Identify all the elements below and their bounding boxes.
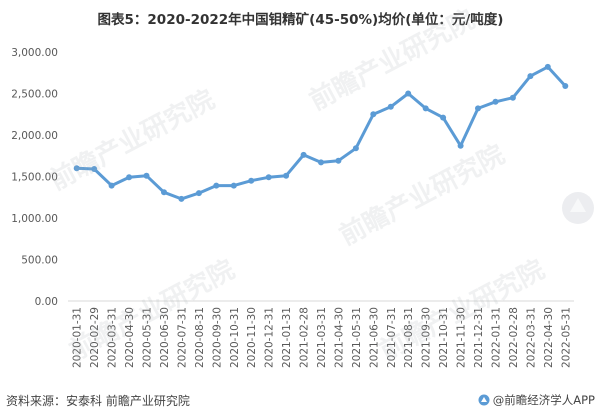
data-point <box>405 90 412 97</box>
data-point <box>230 182 237 189</box>
x-tick-label: 2022-03-31 <box>525 307 537 368</box>
data-point <box>352 145 359 152</box>
brand-text: @前瞻经济学人APP <box>492 393 595 407</box>
x-tick-label: 2020-08-31 <box>194 307 206 368</box>
x-tick-label: 2021-12-31 <box>473 307 485 368</box>
x-tick-label: 2021-07-31 <box>386 307 398 368</box>
data-point <box>248 177 255 184</box>
x-tick-label: 2022-05-31 <box>560 307 572 368</box>
x-tick-label: 2020-05-31 <box>142 307 154 368</box>
price-series-line <box>75 65 567 201</box>
y-tick-label: 2,500.00 <box>11 89 58 101</box>
data-point <box>387 103 394 110</box>
x-tick-label: 2022-04-30 <box>543 307 555 368</box>
y-axis-labels: 0.00 500.00 1,000.00 1,500.00 2,000.00 2,500.… <box>11 47 58 308</box>
data-point <box>143 172 150 179</box>
x-tick-label: 2020-02-29 <box>89 307 101 368</box>
source-note: 资料来源：安泰科 前瞻产业研究院 <box>6 394 190 408</box>
x-axis-labels: 2020-01-31 2020-02-29 2020-03-31 2020-04-30… <box>72 307 573 368</box>
x-tick-label: 2021-08-31 <box>403 307 415 368</box>
x-tick-label: 2020-11-30 <box>246 307 258 368</box>
price-series-points <box>73 63 569 202</box>
data-point <box>440 114 447 121</box>
x-tick-label: 2021-01-31 <box>281 307 293 368</box>
data-point <box>73 165 80 172</box>
x-tick-label: 2020-04-30 <box>124 307 136 368</box>
data-point <box>91 166 98 172</box>
data-point <box>195 190 202 197</box>
data-point <box>475 105 481 112</box>
data-point <box>370 111 377 118</box>
x-tick-label: 2021-05-31 <box>351 307 363 368</box>
y-tick-label: 3,000.00 <box>11 47 58 59</box>
data-point <box>318 159 324 166</box>
data-point <box>126 174 133 181</box>
x-tick-label: 2021-04-30 <box>333 307 345 368</box>
data-point <box>492 98 499 105</box>
brand-footer: @前瞻经济学人APP <box>478 392 595 408</box>
brand-logo-icon <box>478 394 490 406</box>
data-point <box>161 189 167 196</box>
x-tick-label: 2020-06-30 <box>159 307 171 368</box>
data-point <box>509 94 516 101</box>
x-tick-label: 2021-11-30 <box>456 307 468 368</box>
data-point <box>108 182 115 189</box>
y-tick-label: 1,500.00 <box>11 172 58 184</box>
data-point <box>422 105 429 112</box>
y-tick-label: 2,000.00 <box>11 130 58 142</box>
x-tick-label: 2020-01-31 <box>72 307 84 368</box>
data-point <box>335 157 342 164</box>
x-tick-label: 2022-02-28 <box>508 307 520 368</box>
data-point <box>265 174 272 181</box>
data-point <box>178 195 185 202</box>
data-point <box>213 182 220 189</box>
x-tick-label: 2021-10-31 <box>438 307 450 368</box>
chart-title: 图表5：2020-2022年中国钼精矿(45-50%)均价(单位：元/吨度) <box>97 12 504 28</box>
data-point <box>457 142 464 149</box>
y-tick-label: 0.00 <box>35 296 58 308</box>
y-tick-label: 1,000.00 <box>11 213 58 225</box>
data-point <box>283 172 290 179</box>
x-tick-label: 2021-06-30 <box>368 307 380 368</box>
x-tick-label: 2020-09-30 <box>211 307 223 368</box>
x-tick-label: 2020-12-31 <box>264 307 276 368</box>
x-tick-label: 2020-10-31 <box>229 307 241 368</box>
x-tick-label: 2021-03-31 <box>316 307 328 368</box>
data-point <box>527 73 534 80</box>
x-tick-label: 2021-02-28 <box>299 307 311 368</box>
x-tick-label: 2021-09-30 <box>421 307 433 368</box>
data-point <box>300 151 307 158</box>
x-tick-label: 2020-07-31 <box>176 307 188 368</box>
data-point <box>544 63 551 70</box>
x-tick-label: 2020-03-31 <box>107 307 119 368</box>
data-point <box>562 83 569 89</box>
x-tick-label: 2022-01-31 <box>490 307 502 368</box>
y-tick-label: 500.00 <box>21 255 58 267</box>
